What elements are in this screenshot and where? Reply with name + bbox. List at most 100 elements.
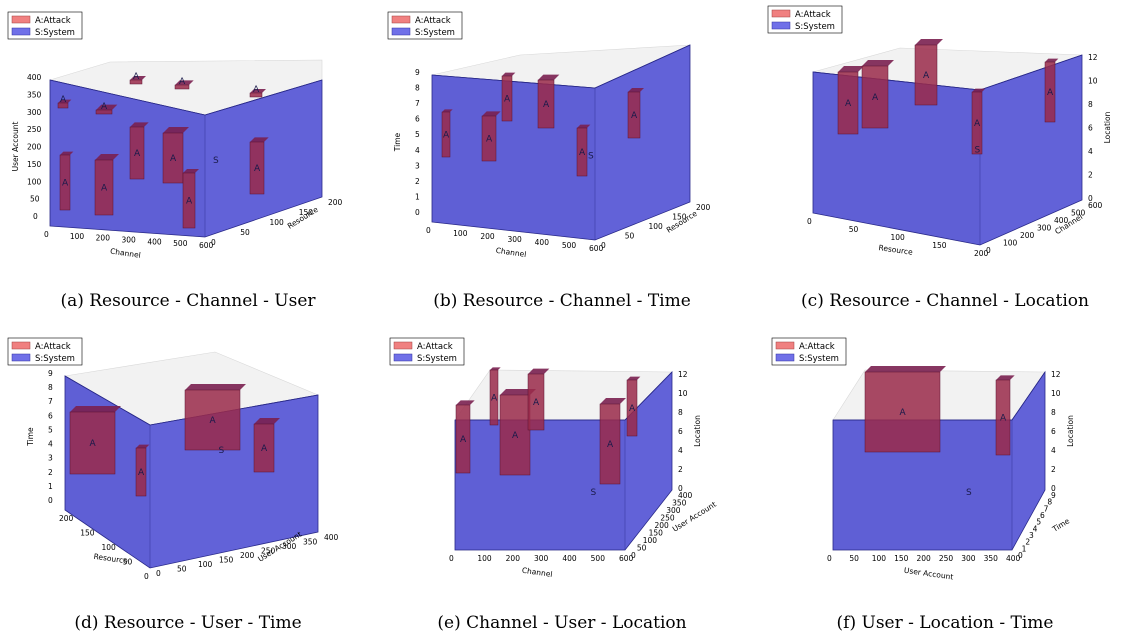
legend-system-label: S:System (35, 354, 75, 364)
attack-box (481, 115, 497, 162)
attack-label: A (179, 77, 186, 87)
attack-label: A (512, 431, 519, 441)
attack-label: A (101, 184, 108, 194)
x-axis-label: Channel (521, 566, 553, 579)
attack-box (94, 159, 114, 216)
legend-system-label: S:System (417, 354, 457, 364)
attack-label: A (210, 416, 217, 426)
z-tick-label: 4 (415, 146, 420, 155)
system-label: S (591, 488, 597, 498)
attack-box-top (254, 418, 280, 424)
x-tick-label: 350 (984, 554, 999, 563)
z-tick-label: 400 (27, 73, 42, 82)
y-tick-label: 100 (198, 560, 213, 569)
attack-label: A (460, 435, 467, 445)
x-tick-label: 500 (591, 554, 606, 563)
legend-attack-label: A:Attack (417, 342, 453, 352)
y-tick-label: 8 (1047, 498, 1052, 507)
attack-box-top (600, 398, 626, 404)
y-tick-label: 200 (1020, 231, 1035, 240)
panel-caption: (f) User - Location - Time (837, 613, 1054, 631)
system-label: S (975, 146, 981, 156)
attack-label: A (1000, 414, 1007, 424)
attack-box (1044, 61, 1056, 123)
attack-label: A (923, 71, 930, 81)
attack-box (599, 403, 621, 485)
x-tick-label: 400 (1006, 554, 1021, 563)
attack-box-top (58, 99, 72, 103)
y-tick-label: 3 (1029, 531, 1034, 540)
legend-attack-swatch (11, 341, 31, 350)
z-tick-label: 9 (415, 68, 420, 77)
panel-caption: (c) Resource - Channel - Location (801, 291, 1089, 311)
attack-box (162, 132, 184, 184)
x-tick-label: 200 (974, 249, 989, 258)
attack-box (914, 44, 938, 106)
z-tick-label: 8 (1051, 408, 1056, 417)
y-tick-label: 6 (1040, 511, 1045, 520)
y-tick-label: 2 (1025, 538, 1030, 547)
legend-attack-swatch (771, 9, 791, 18)
x-tick-label: 0 (426, 226, 431, 235)
attack-box (627, 91, 641, 139)
attack-box (69, 411, 116, 475)
x-tick-label: 400 (562, 554, 577, 563)
attack-box (527, 373, 545, 431)
z-tick-label: 0 (678, 484, 683, 493)
attack-label: A (486, 135, 493, 145)
attack-box-top (95, 154, 119, 160)
x-tick-label: 300 (122, 236, 137, 245)
attack-label: A (579, 148, 586, 158)
y-tick-label: 150 (219, 556, 234, 565)
attack-box-top (70, 406, 121, 412)
z-tick-label: 1 (48, 482, 53, 491)
x-axis-label: Channel (110, 247, 142, 260)
panel-caption: (b) Resource - Channel - Time (433, 291, 691, 311)
attack-label: A (900, 408, 907, 418)
legend-attack-swatch (391, 15, 411, 24)
panel-caption: (e) Channel - User - Location (437, 613, 686, 631)
x-tick-label: 0 (144, 572, 149, 581)
y-tick-label: 5 (1036, 518, 1041, 527)
x-tick-label: 200 (506, 554, 521, 563)
y-axis-label: Time (1050, 516, 1072, 534)
legend-attack-label: A:Attack (795, 10, 831, 20)
y-tick-label: 350 (672, 499, 687, 508)
z-tick-label: 300 (27, 108, 42, 117)
legend: A:Attack S:System (767, 5, 843, 34)
x-axis-label: Resource (93, 552, 129, 566)
attack-label: A (170, 154, 177, 164)
attack-label: A (1047, 88, 1054, 98)
x-tick-label: 400 (147, 237, 162, 246)
attack-label: A (607, 440, 614, 450)
legend-attack-label: A:Attack (35, 342, 71, 352)
attack-box-top (972, 88, 986, 92)
z-axis-label: Location (693, 415, 702, 447)
x-tick-label: 500 (562, 241, 577, 250)
z-tick-label: 150 (27, 160, 42, 169)
z-tick-label: 1 (415, 192, 420, 201)
legend: A:Attack S:System (7, 337, 83, 366)
z-tick-label: 7 (48, 397, 53, 406)
z-tick-label: 2 (415, 177, 420, 186)
x-tick-label: 0 (827, 554, 832, 563)
z-tick-label: 10 (1051, 389, 1061, 398)
attack-box (135, 447, 147, 497)
attack-box (129, 126, 145, 180)
system-label: S (219, 446, 225, 456)
attack-box (182, 172, 196, 229)
attack-box-top (865, 366, 946, 372)
attack-box-top (628, 88, 644, 92)
z-tick-label: 6 (1051, 427, 1056, 436)
z-tick-label: 0 (1088, 194, 1093, 203)
x-axis-label: Channel (495, 246, 527, 259)
y-tick-label: 0 (631, 551, 636, 560)
y-tick-label: 50 (240, 228, 250, 237)
z-tick-label: 5 (415, 130, 420, 139)
attack-box (837, 71, 859, 135)
x-tick-label: 100 (891, 233, 906, 242)
z-tick-label: 2 (1088, 171, 1093, 180)
attack-box (174, 84, 190, 90)
